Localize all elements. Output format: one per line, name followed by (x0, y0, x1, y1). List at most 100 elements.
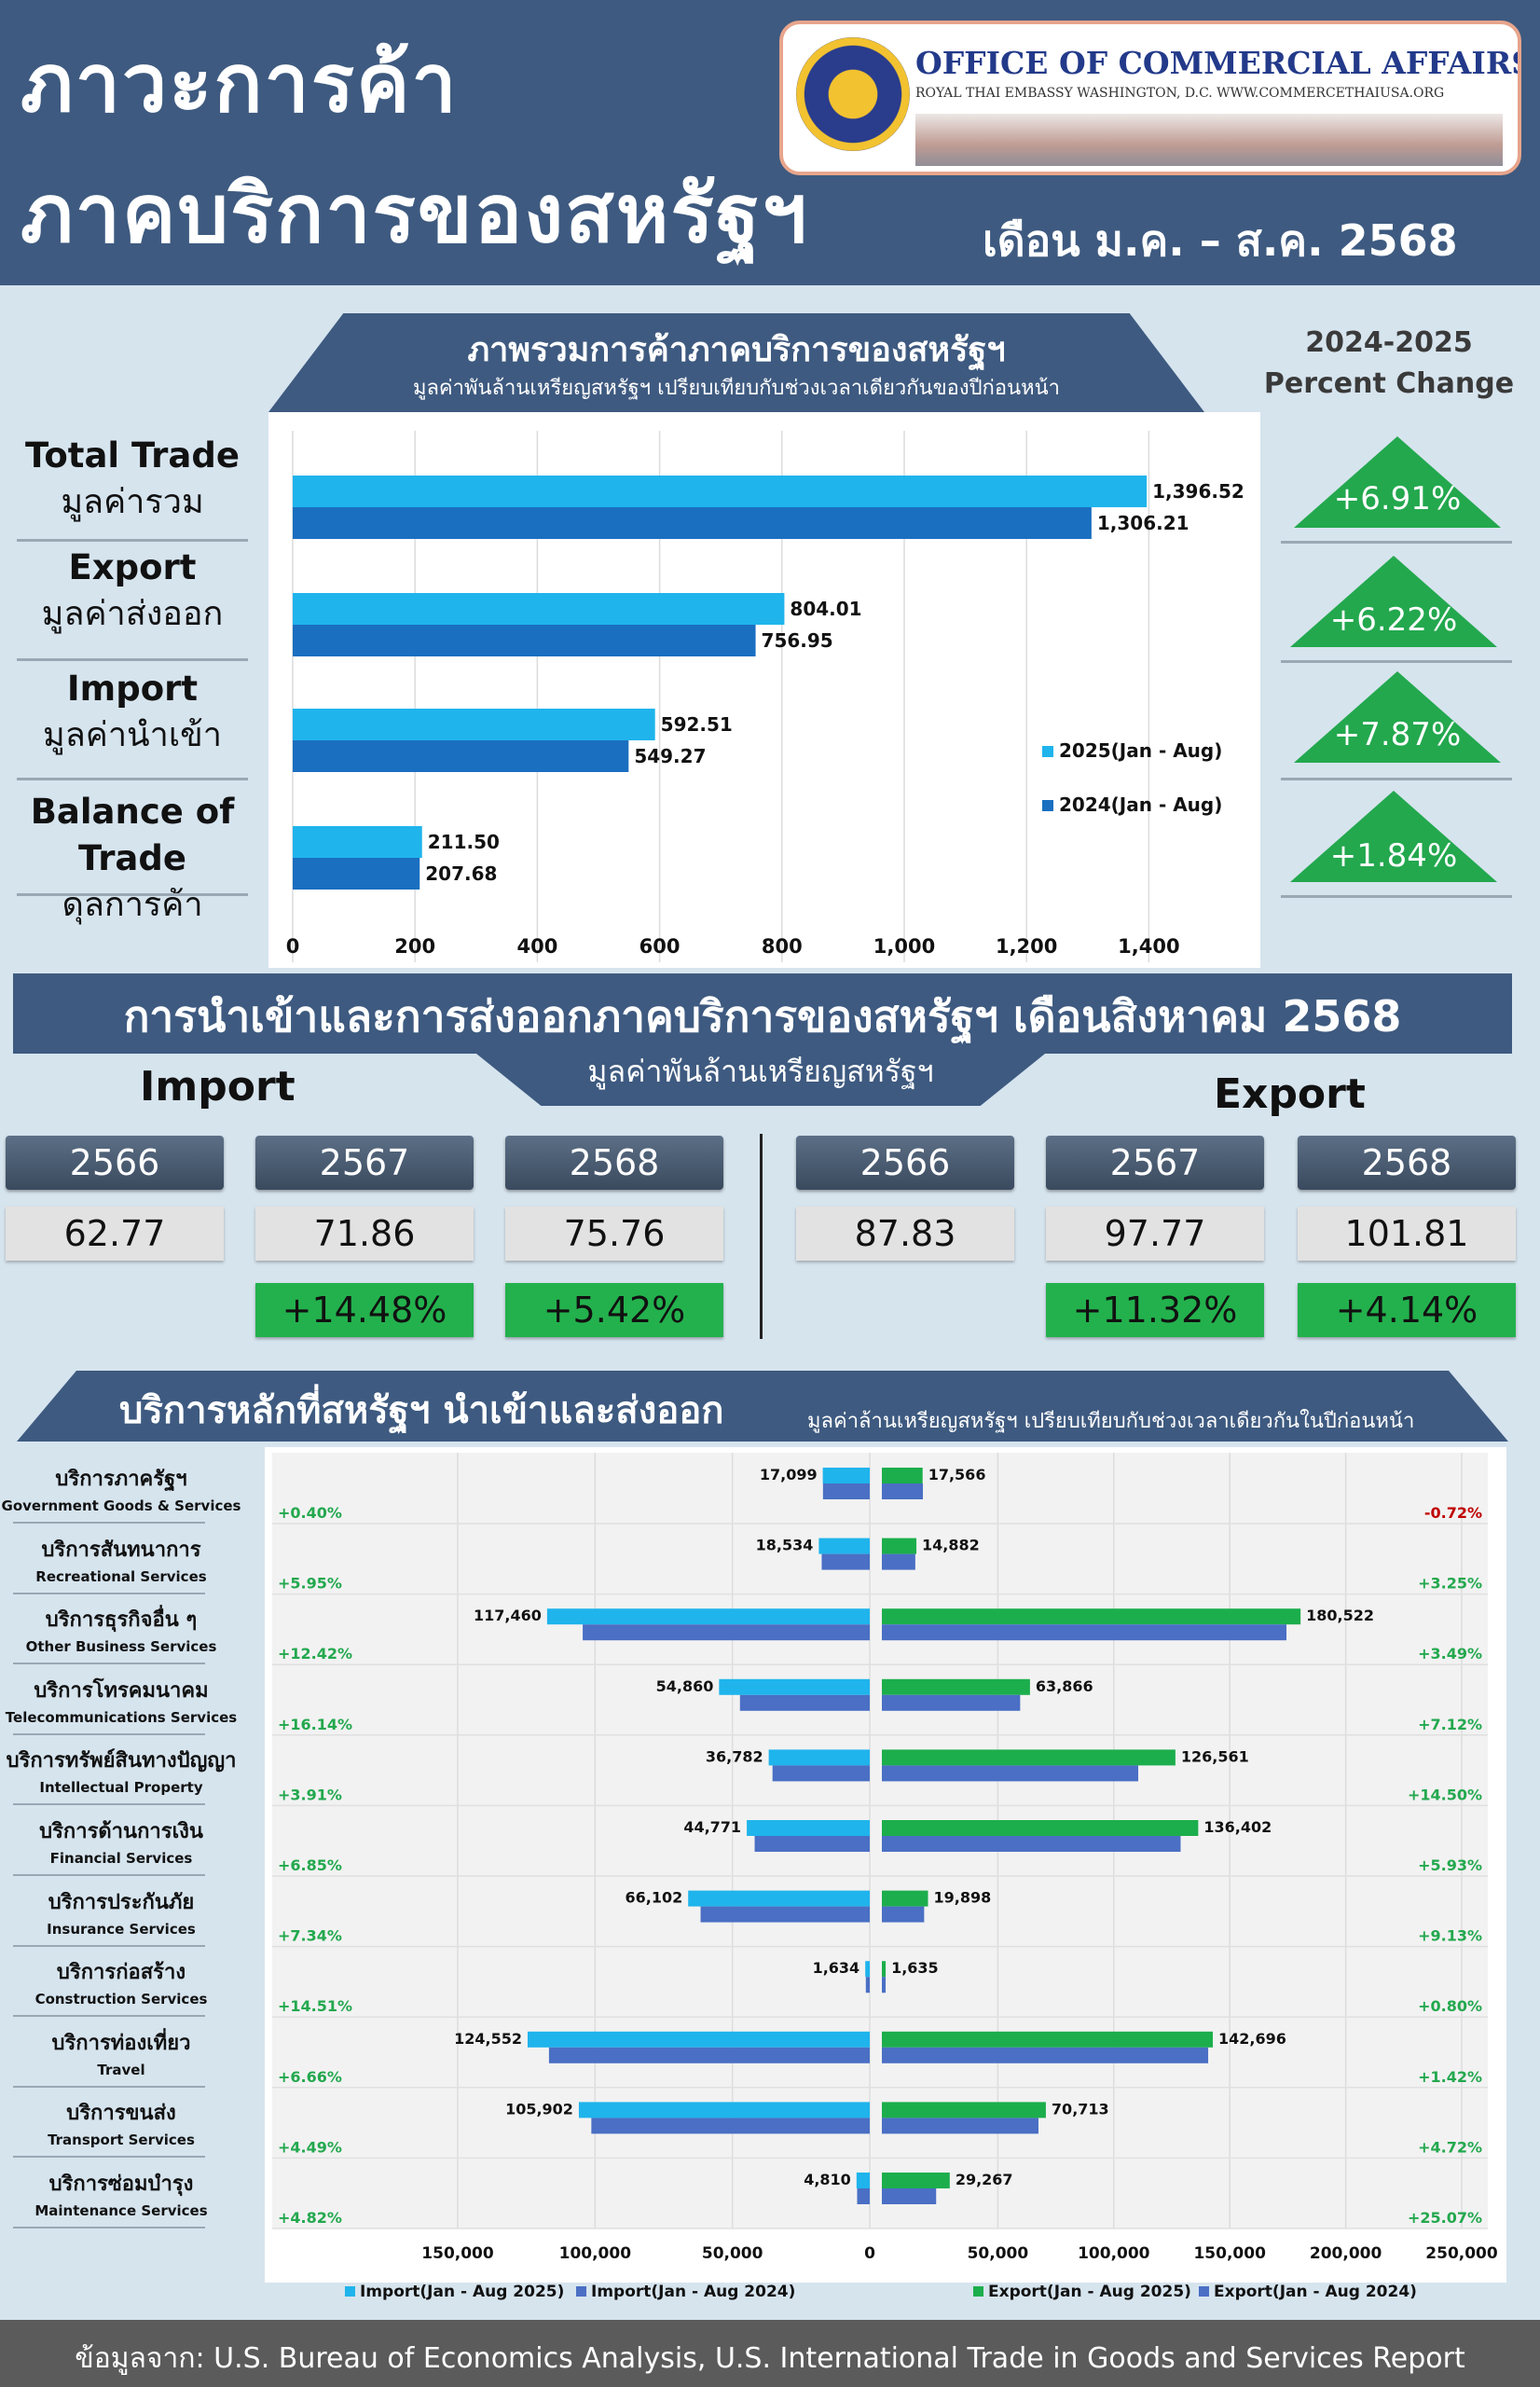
office-name: OFFICE OF COMMERCIAL AFFAIRS (915, 45, 1521, 81)
service-divider (13, 1522, 205, 1524)
percent-change-balance: +1.84% (1329, 837, 1458, 875)
import-percent-change: +7.34% (278, 1927, 342, 1945)
import-percent-change: +0.40% (278, 1504, 342, 1522)
service-label-th: บริการประกันภัย (48, 1890, 195, 1914)
export-bar-2025 (882, 1468, 923, 1483)
legend-swatch (1199, 2286, 1209, 2297)
category-balance: Balance of Trade ดุลการค้า (0, 789, 265, 929)
import-bar-2024 (754, 1836, 870, 1852)
import-bar-2024 (739, 1694, 870, 1711)
service-divider (13, 1663, 205, 1665)
import-percent-change: +6.66% (278, 2068, 342, 2086)
legend-label: Import(Jan - Aug 2025) (360, 2283, 564, 2301)
service-label-th: บริการด้านการเงิน (39, 1820, 203, 1843)
service-divider (13, 2015, 205, 2018)
overview-chart-panel: 0 200 400 600 800 1,000 1,200 1,400 1,396.52 804.… (268, 412, 1260, 968)
import-value-2568: 75.76 (505, 1207, 723, 1261)
import-bar-2024 (865, 1977, 870, 1994)
service-label-th: บริการทรัพย์สินทางปัญญา (6, 1749, 237, 1773)
page-title-line2: ภาคบริการของสหรัฐฯ (21, 167, 809, 261)
category-th: มูลค่านำเข้า (42, 716, 223, 754)
category-en: Balance of Trade (30, 792, 235, 878)
x-tick-label: 1,200 (996, 935, 1057, 958)
data-label: 207.68 (425, 862, 497, 885)
category-en: Total Trade (25, 435, 240, 476)
office-logo: OFFICE OF COMMERCIAL AFFAIRS ROYAL THAI … (779, 21, 1521, 175)
import-data-label: 66,102 (625, 1889, 682, 1907)
bar (293, 826, 422, 858)
service-divider (13, 2156, 205, 2159)
data-label: 756.95 (762, 629, 833, 652)
export-bar-2024 (882, 1836, 1181, 1852)
import-bar-2024 (857, 2188, 870, 2204)
legend-swatch (1042, 746, 1053, 757)
export-bar-2024 (882, 1694, 1021, 1711)
services-butterfly-chart: 150,000 100,000 50,000 0 50,000 100,000 150,00… (272, 1453, 1498, 2301)
import-bar-2025 (747, 1820, 870, 1836)
export-data-label: 19,898 (934, 1889, 992, 1907)
import-bar-2025 (578, 2102, 870, 2118)
export-bar-2024 (882, 1906, 925, 1923)
section1-subtitle: มูลค่าพันล้านเหรียญสหรัฐฯ เปรียบเทียบกับ… (412, 377, 1061, 400)
import-bar-2024 (548, 2047, 870, 2063)
import-growth-2568: +5.42% (505, 1283, 723, 1337)
legend-label: Export(Jan - Aug 2025) (988, 2283, 1191, 2301)
service-label-en: Intellectual Property (39, 1779, 203, 1797)
import-growth-2567: +14.48% (255, 1283, 474, 1337)
category-export: Export มูลค่าส่งออก (0, 545, 265, 638)
export-bar-2024 (882, 1553, 915, 1570)
import-year-2566: 2566 (6, 1136, 224, 1190)
category-divider (17, 539, 248, 542)
export-data-label: 63,866 (1036, 1677, 1093, 1695)
export-growth-2568: +4.14% (1298, 1283, 1516, 1337)
service-label-en: Transport Services (48, 2132, 195, 2149)
export-data-label: 14,882 (922, 1537, 980, 1554)
import-data-label: 17,099 (760, 1466, 818, 1483)
page-title-line1: ภาวะการค้า (21, 36, 459, 131)
export-bar-2025 (882, 2031, 1214, 2048)
service-label-th: บริการภาครัฐฯ (55, 1468, 187, 1491)
import-export-divider (760, 1134, 763, 1339)
data-label: 804.01 (790, 598, 861, 620)
import-data-label: 36,782 (706, 1747, 763, 1765)
service-label-en: Telecommunications Services (5, 1708, 238, 1726)
service-divider (13, 1592, 205, 1594)
percent-change-heading-text: 2024-2025 Percent Change (1263, 326, 1515, 400)
percent-change-heading: 2024-2025 Percent Change (1262, 323, 1516, 405)
import-year-2567: 2567 (255, 1136, 474, 1190)
category-th: ดุลการค้า (62, 886, 203, 924)
bar (293, 593, 785, 625)
percent-change-import: +7.87% (1333, 716, 1462, 753)
export-percent-change: +3.49% (1418, 1645, 1482, 1663)
x-tick-label: 100,000 (559, 2244, 632, 2263)
office-subtitle: ROYAL THAI EMBASSY WASHINGTON, D.C. WWW.… (915, 86, 1445, 101)
legend-swatch (576, 2286, 586, 2297)
import-percent-change: +12.42% (278, 1645, 352, 1663)
category-en: Export (68, 547, 197, 587)
export-year-2568: 2568 (1298, 1136, 1516, 1190)
import-bar-2025 (865, 1961, 870, 1978)
import-data-label: 4,810 (804, 2171, 851, 2188)
export-bar-2024 (882, 1765, 1139, 1782)
export-bar-2025 (882, 1608, 1301, 1625)
export-value-2566: 87.83 (796, 1207, 1014, 1261)
import-data-label: 105,902 (505, 2100, 573, 2118)
service-label-en: Construction Services (34, 1991, 208, 2008)
x-tick-label: 1,000 (873, 935, 935, 958)
import-bar-2025 (818, 1538, 870, 1554)
import-bar-2025 (822, 1468, 870, 1483)
legend-swatch (345, 2286, 355, 2297)
legend-label: 2025(Jan - Aug) (1059, 739, 1222, 762)
x-tick-label: 100,000 (1078, 2244, 1150, 2263)
import-value-2567: 71.86 (255, 1207, 474, 1261)
header-banner: ภาวะการค้า ภาคบริการของสหรัฐฯ OFFICE OF … (0, 0, 1540, 285)
import-bar-2025 (856, 2173, 870, 2188)
category-divider (17, 658, 248, 661)
service-label-th: บริการซ่อมบำรุง (48, 2173, 194, 2196)
import-bar-2025 (546, 1608, 870, 1625)
export-bar-2024 (882, 1977, 887, 1994)
section2-subtitle: มูลค่าพันล้านเหรียญสหรัฐฯ (587, 1054, 934, 1089)
service-label-th: บริการสันทนาการ (41, 1538, 201, 1562)
data-source: ข้อมูลจาก: U.S. Bureau of Economics Anal… (75, 2342, 1465, 2375)
export-bar-2024 (882, 1483, 924, 1499)
